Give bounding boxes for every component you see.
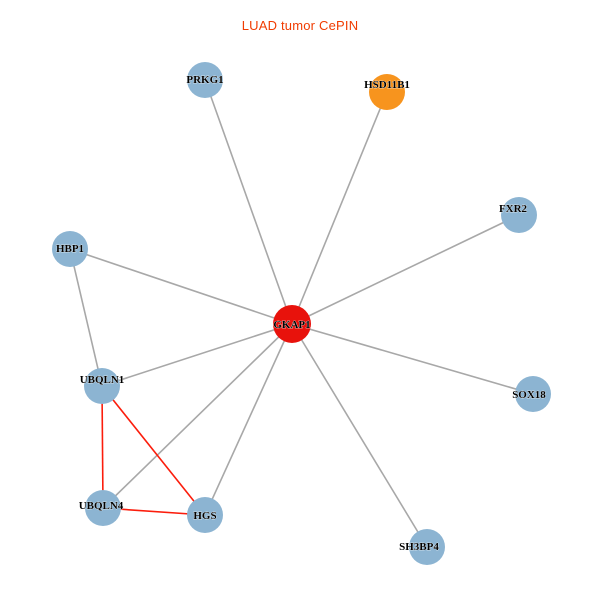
node-label-prkg1: PRKG1 [186, 74, 223, 86]
node-hgs[interactable] [187, 497, 223, 533]
node-layer [52, 62, 551, 565]
node-prkg1[interactable] [187, 62, 223, 98]
node-gkap1[interactable] [273, 305, 311, 343]
node-label-fxr2: FXR2 [499, 203, 528, 215]
node-label-ubqln1: UBQLN1 [80, 374, 125, 386]
node-label-hsd11b1: HSD11B1 [364, 79, 410, 91]
edge-ubqln1-ubqln4 [101, 385, 104, 509]
edge-ubqln1-hgs [101, 385, 206, 516]
edge-gkap1-hgs [204, 323, 293, 516]
edge-gkap1-ubqln4 [102, 323, 293, 509]
node-label-hgs: HGS [193, 510, 216, 522]
edge-gkap1-prkg1 [204, 79, 293, 325]
edge-gkap1-fxr2 [291, 214, 520, 325]
node-label-sox18: SOX18 [512, 389, 546, 401]
node-fxr2[interactable] [501, 197, 537, 233]
node-label-gkap1: GKAP1 [273, 319, 310, 331]
edge-gkap1-sox18 [291, 323, 534, 395]
edge-gkap1-hsd11b1 [291, 91, 388, 325]
node-hbp1[interactable] [52, 231, 88, 267]
node-sh3bp4[interactable] [409, 529, 445, 565]
node-label-sh3bp4: SH3BP4 [399, 541, 439, 553]
node-label-layer: GKAP1 PRKG1 HSD11B1 FXR2 SOX18 HBP1 UBQLN1 UBQL… [56, 74, 547, 554]
edge-hbp1-ubqln1 [69, 248, 103, 387]
node-sox18[interactable] [515, 376, 551, 412]
node-ubqln1[interactable] [84, 368, 120, 404]
edge-gkap1-sh3bp4 [291, 323, 428, 548]
node-ubqln4[interactable] [85, 490, 121, 526]
edge-gkap1-ubqln1 [101, 323, 293, 387]
node-hsd11b1[interactable] [369, 74, 405, 110]
node-label-hbp1: HBP1 [56, 243, 84, 255]
node-label-ubqln4: UBQLN4 [79, 500, 124, 512]
edge-gkap1-hbp1 [69, 248, 293, 325]
page-title: LUAD tumor CePIN [241, 18, 359, 33]
